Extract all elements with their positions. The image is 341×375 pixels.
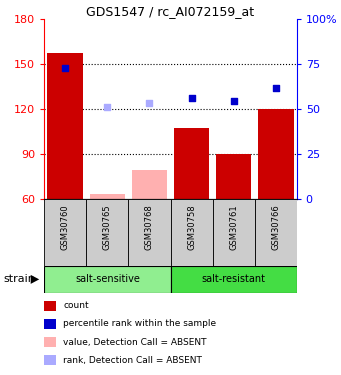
- Text: rank, Detection Call = ABSENT: rank, Detection Call = ABSENT: [63, 356, 202, 364]
- Bar: [170, 266, 297, 292]
- Text: salt-sensitive: salt-sensitive: [75, 274, 140, 284]
- Point: [147, 100, 152, 106]
- Bar: [44, 266, 170, 292]
- Title: GDS1547 / rc_AI072159_at: GDS1547 / rc_AI072159_at: [86, 4, 255, 18]
- Bar: [216, 154, 251, 199]
- Bar: [86, 199, 129, 266]
- Bar: [174, 128, 209, 199]
- Bar: [170, 199, 212, 266]
- Text: GSM30760: GSM30760: [61, 204, 70, 250]
- Bar: [47, 53, 83, 199]
- Bar: [212, 199, 255, 266]
- Bar: [132, 170, 167, 199]
- Text: count: count: [63, 302, 89, 310]
- Point: [105, 104, 110, 110]
- Bar: [255, 199, 297, 266]
- Text: GSM30766: GSM30766: [271, 204, 280, 250]
- Point: [63, 65, 68, 71]
- Point: [273, 85, 278, 91]
- Bar: [258, 109, 294, 199]
- Bar: [129, 199, 170, 266]
- Text: salt-resistant: salt-resistant: [202, 274, 266, 284]
- Text: percentile rank within the sample: percentile rank within the sample: [63, 320, 216, 328]
- Text: GSM30765: GSM30765: [103, 204, 112, 250]
- Text: GSM30761: GSM30761: [229, 204, 238, 250]
- Point: [189, 95, 194, 101]
- Text: GSM30758: GSM30758: [187, 204, 196, 250]
- Bar: [44, 199, 86, 266]
- Text: value, Detection Call = ABSENT: value, Detection Call = ABSENT: [63, 338, 207, 346]
- Text: GSM30768: GSM30768: [145, 204, 154, 250]
- Bar: [90, 194, 125, 199]
- Text: strain: strain: [3, 274, 35, 284]
- Point: [231, 98, 236, 104]
